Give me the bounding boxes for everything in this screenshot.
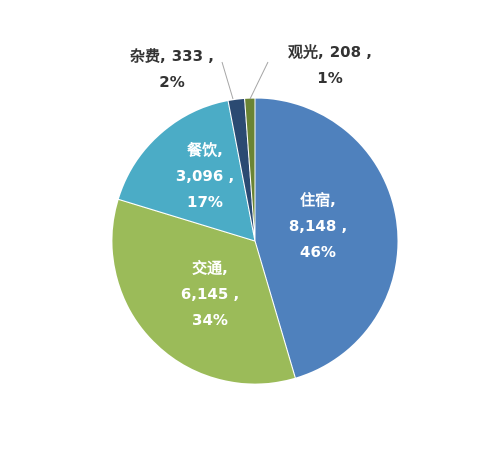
label-category: 观光 xyxy=(288,43,318,61)
label-value: 3,096 xyxy=(176,167,223,185)
data-label: 观光, 208 , 1% xyxy=(288,43,372,87)
pie-slice xyxy=(254,97,399,379)
label-value: 208 xyxy=(330,43,361,61)
pie-slice xyxy=(111,198,297,385)
label-separator: , xyxy=(318,43,324,61)
label-category: 杂费 xyxy=(130,47,160,65)
label-value: 6,145 xyxy=(181,285,228,303)
data-label: 餐饮, 3,096 , 17% xyxy=(176,141,234,211)
leader-line xyxy=(221,61,234,100)
label-separator: , xyxy=(361,43,372,61)
pie-slice xyxy=(244,97,256,242)
data-label: 住宿, 8,148 , 46% xyxy=(289,191,347,261)
label-separator: , xyxy=(336,217,347,235)
label-separator: , xyxy=(222,259,228,277)
label-separator: , xyxy=(228,285,239,303)
label-separator: , xyxy=(217,141,223,159)
label-value: 333 xyxy=(172,47,203,65)
label-percent: 1% xyxy=(317,69,342,87)
label-separator: , xyxy=(223,167,234,185)
label-percent: 46% xyxy=(300,243,336,261)
data-label: 杂费, 333 , 2% xyxy=(130,47,214,91)
label-separator: , xyxy=(203,47,214,65)
label-separator: , xyxy=(330,191,336,209)
data-label: 交通, 6,145 , 34% xyxy=(181,259,239,329)
label-percent: 34% xyxy=(192,311,228,329)
label-percent: 17% xyxy=(187,193,223,211)
label-category: 餐饮 xyxy=(187,141,218,159)
leader-line xyxy=(249,61,269,100)
pie-slice xyxy=(117,99,256,242)
label-category: 交通 xyxy=(192,259,222,277)
label-separator: , xyxy=(160,47,166,65)
label-percent: 2% xyxy=(159,73,184,91)
label-value: 8,148 xyxy=(289,217,336,235)
label-category: 住宿 xyxy=(300,191,330,209)
